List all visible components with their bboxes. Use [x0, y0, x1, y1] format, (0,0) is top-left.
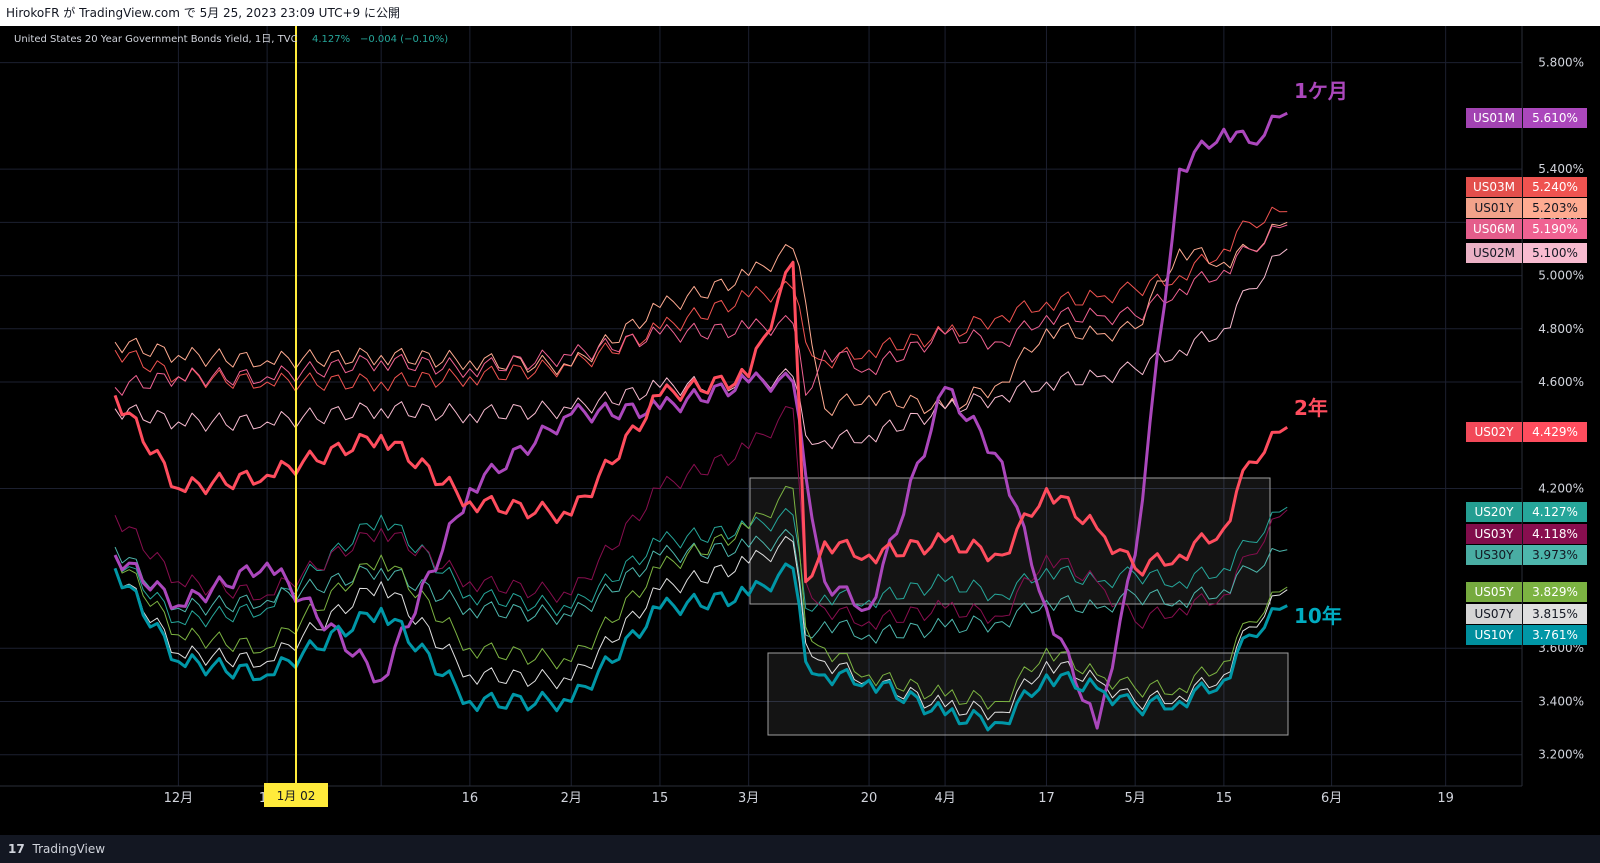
- price-tag-value: 5.100%: [1532, 246, 1578, 260]
- price-axis[interactable]: 5.800%5.400%5.200%5.000%4.800%4.600%4.20…: [1538, 56, 1584, 762]
- x-tick-label: 4月: [934, 791, 955, 806]
- series-line-us30y: [114, 528, 1288, 644]
- price-tag-us03y: US03Y 4.118%: [1466, 524, 1587, 544]
- y-tick-label: 4.800%: [1538, 322, 1584, 336]
- y-tick-label: 4.600%: [1538, 375, 1584, 389]
- price-tag-name: US05Y: [1475, 585, 1515, 599]
- brand-name: TradingView: [32, 842, 106, 856]
- price-tag-us07y: US07Y 3.815%: [1466, 604, 1587, 624]
- price-tag-name: US06M: [1473, 222, 1515, 236]
- x-tick-label: 5月: [1125, 791, 1146, 806]
- legend-value: 4.127%: [312, 34, 350, 45]
- price-tag-name: US01Y: [1475, 201, 1515, 215]
- price-tag-value: 3.761%: [1532, 628, 1578, 642]
- price-tag-us01m: US01M 5.610%: [1466, 108, 1587, 128]
- price-tag-value: 5.190%: [1532, 222, 1578, 236]
- price-tag-name: US07Y: [1475, 607, 1515, 621]
- price-tag-name: US30Y: [1475, 548, 1515, 562]
- yield-chart[interactable]: 5.800%5.400%5.200%5.000%4.800%4.600%4.20…: [0, 26, 1600, 835]
- price-tag-value: 3.815%: [1532, 607, 1578, 621]
- x-tick-label: 2月: [561, 791, 582, 806]
- x-tick-label: 16: [462, 791, 479, 806]
- price-tag-value: 4.118%: [1532, 527, 1578, 541]
- price-tag-value: 5.610%: [1532, 111, 1578, 125]
- chart-legend: United States 20 Year Government Bonds Y…: [14, 34, 448, 45]
- y-tick-label: 5.000%: [1538, 269, 1584, 283]
- x-tick-label: 17: [1038, 791, 1055, 806]
- series-line-us03m: [114, 206, 1288, 392]
- price-tag-us05y: US05Y 3.829%: [1466, 582, 1587, 602]
- series-line-us20y: [114, 506, 1288, 628]
- price-tag-name: US10Y: [1475, 628, 1515, 642]
- price-tag-value: 5.240%: [1532, 180, 1578, 194]
- series-line-us03y: [114, 405, 1288, 630]
- x-tick-label: 20: [861, 791, 878, 806]
- price-tag-name: US02M: [1473, 246, 1515, 260]
- price-tag-name: US03M: [1473, 180, 1515, 194]
- y-tick-label: 5.400%: [1538, 162, 1584, 176]
- price-tag-us30y: US30Y 3.973%: [1466, 545, 1587, 565]
- price-tag-us02y: US02Y 4.429%: [1466, 422, 1587, 442]
- series-line-us07y: [114, 535, 1288, 721]
- x-tick-label: 15: [1216, 791, 1233, 806]
- series-line-us06m: [114, 224, 1288, 396]
- price-tag-us03m: US03M 5.240%: [1466, 177, 1587, 197]
- price-tag-name: US20Y: [1475, 505, 1515, 519]
- series-line-us01y: [114, 221, 1288, 416]
- price-tag-name: US01M: [1473, 111, 1515, 125]
- time-axis[interactable]: 12月15162月153月204月175月156月19: [164, 791, 1454, 806]
- y-tick-label: 5.800%: [1538, 56, 1584, 70]
- legend-change: −0.004 (−0.10%): [360, 34, 448, 45]
- series-line-us05y: [114, 485, 1288, 710]
- y-tick-label: 3.400%: [1538, 694, 1584, 708]
- grid: [0, 26, 1522, 786]
- range-box-upper: [749, 477, 1271, 605]
- price-tag-value: 3.829%: [1532, 585, 1578, 599]
- y-tick-label: 3.200%: [1538, 748, 1584, 762]
- footer-bar: 17 TradingView: [0, 835, 1600, 863]
- series-line-us02m: [114, 248, 1288, 450]
- x-tick-label: 19: [1437, 791, 1454, 806]
- date-marker-tag: 1月 02: [264, 783, 328, 807]
- tradingview-logo-icon: 17: [8, 842, 25, 856]
- price-tag-name: US03Y: [1475, 527, 1515, 541]
- annotation-1m: 1ケ月: [1294, 79, 1348, 103]
- x-tick-label: 12月: [164, 791, 194, 806]
- y-tick-label: 4.200%: [1538, 482, 1584, 496]
- price-tag-value: 3.973%: [1532, 548, 1578, 562]
- series-line-us01m: [113, 111, 1288, 730]
- legend-symbol: United States 20 Year Government Bonds Y…: [14, 34, 298, 45]
- annotation-10y: 10年: [1294, 604, 1342, 628]
- price-tag-name: US02Y: [1475, 425, 1515, 439]
- price-tag-us01y: US01Y 5.203%: [1466, 198, 1587, 218]
- series-line-us10y: [113, 562, 1288, 732]
- price-tag-value: 4.429%: [1532, 425, 1578, 439]
- x-tick-label: 3月: [738, 791, 759, 806]
- price-tag-value: 4.127%: [1532, 505, 1578, 519]
- price-tag-value: 5.203%: [1532, 201, 1578, 215]
- series-line-us02y: [113, 260, 1289, 584]
- x-tick-label: 6月: [1321, 791, 1342, 806]
- annotations: 1ケ月 2年 10年: [1294, 79, 1348, 628]
- price-tag-us10y: US10Y 3.761%: [1466, 625, 1587, 645]
- series-layer: [113, 111, 1289, 732]
- price-tag-us06m: US06M 5.190%: [1466, 219, 1587, 239]
- annotation-2y: 2年: [1294, 396, 1328, 420]
- publish-line: HirokoFR が TradingView.com で 5月 25, 2023…: [6, 6, 400, 20]
- date-marker-label: 1月 02: [277, 789, 316, 803]
- x-tick-label: 15: [652, 791, 669, 806]
- price-tag-us02m: US02M 5.100%: [1466, 243, 1587, 263]
- publish-info-bar: HirokoFR が TradingView.com で 5月 25, 2023…: [0, 0, 1600, 26]
- price-tag-us20y: US20Y 4.127%: [1466, 502, 1587, 522]
- price-tags: US01M 5.610% US03M 5.240% US01Y 5.203% US06M 5.…: [1466, 108, 1587, 645]
